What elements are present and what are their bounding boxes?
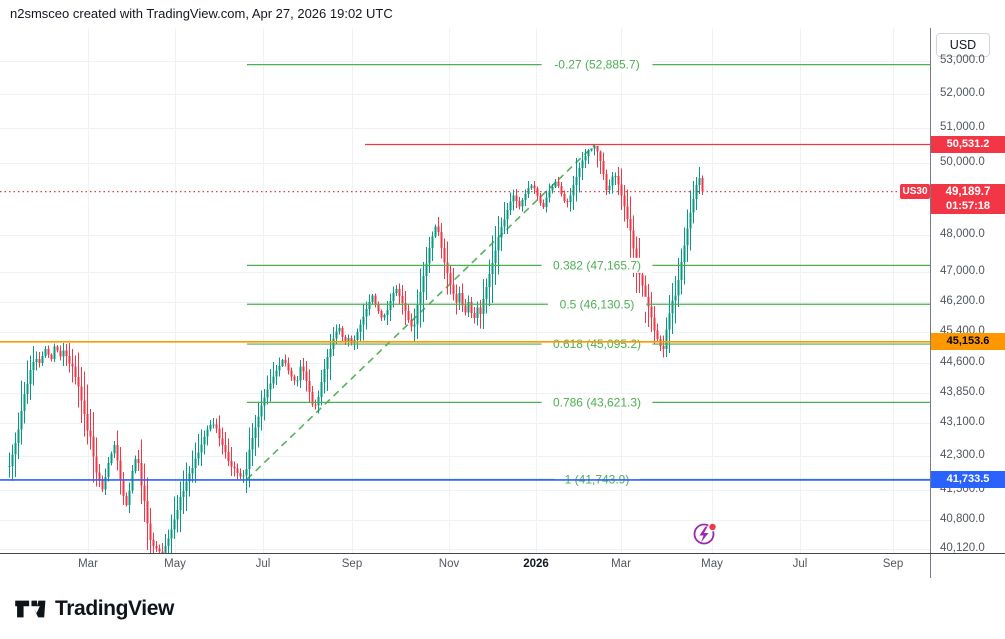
current-price-badge[interactable]: 49,189.7 01:57:18 <box>931 183 1005 214</box>
lightning-bolt-icon[interactable] <box>693 522 718 545</box>
tradingview-logo[interactable]: TradingView <box>14 596 174 622</box>
fib-retracement-drawing[interactable]: -0.27 (52,885.7) 0.382 (47,165.7) 0.5 (46,… <box>247 57 930 487</box>
time-tick-label: Sep <box>882 558 904 570</box>
price-tick-label: 51,000.0 <box>940 121 985 134</box>
time-tick-label: Mar <box>78 558 98 570</box>
candlestick-plot[interactable]: -0.27 (52,885.7) 0.382 (47,165.7) 0.5 (46,… <box>0 0 1005 580</box>
time-tick-label: Jul <box>255 558 271 570</box>
bar-countdown: 01:57:18 <box>945 199 991 212</box>
orange-level-line-price-badge[interactable]: 45,153.6 <box>931 333 1005 351</box>
blue-level-line-price-badge[interactable]: 41,733.5 <box>931 471 1005 489</box>
time-tick-label: 2026 <box>523 558 549 570</box>
fib-level-label: 0.786 (43,621.3) <box>553 395 641 409</box>
price-tick-label: 50,000.0 <box>940 156 985 168</box>
current-price-value: 49,189.7 <box>945 185 991 198</box>
fib-level-label: 0.382 (47,165.7) <box>553 258 641 272</box>
time-tick-label: Sep <box>341 558 363 570</box>
grid-lines <box>0 28 930 553</box>
fib-level-label: -0.27 (52,885.7) <box>554 58 639 72</box>
price-tick-label: 40,120.0 <box>940 542 985 555</box>
resistance-line-price-badge[interactable]: 50,531.2 <box>931 135 1005 153</box>
time-tick-label: Nov <box>438 558 460 570</box>
price-tick-label: 42,300.0 <box>940 449 985 462</box>
tradingview-logo-icon <box>15 600 46 618</box>
price-tick-label: 40,800.0 <box>940 512 985 525</box>
price-tick-label: 48,000.0 <box>940 227 985 240</box>
currency-selector-button[interactable]: USD <box>936 33 990 57</box>
price-tick-label: 43,850.0 <box>940 386 985 399</box>
price-tick-label: 43,100.0 <box>940 416 985 429</box>
trend-line-drawing[interactable] <box>246 143 596 480</box>
price-tick-label: 44,600.0 <box>940 356 985 369</box>
price-tick-label: 46,200.0 <box>940 294 985 307</box>
price-tick-label: 52,000.0 <box>940 87 985 100</box>
time-tick-label: Jul <box>792 558 808 570</box>
fib-level-label: 0.5 (46,130.5) <box>560 297 635 311</box>
fib-level-label: 0.618 (45,095.2) <box>553 337 641 351</box>
price-tick-label: 53,000.0 <box>940 53 985 66</box>
chart-area[interactable]: -0.27 (52,885.7) 0.382 (47,165.7) 0.5 (46,… <box>0 0 1005 580</box>
tradingview-logo-text: TradingView <box>55 597 174 620</box>
time-tick-label: May <box>701 558 723 570</box>
price-tick-label: 47,000.0 <box>940 264 985 277</box>
symbol-price-line-tag[interactable]: US30 <box>900 184 930 200</box>
time-tick-label: May <box>164 558 186 570</box>
time-tick-label: Mar <box>611 558 631 570</box>
chart-attribution-title: n2smsceo created with TradingView.com, A… <box>10 6 393 21</box>
